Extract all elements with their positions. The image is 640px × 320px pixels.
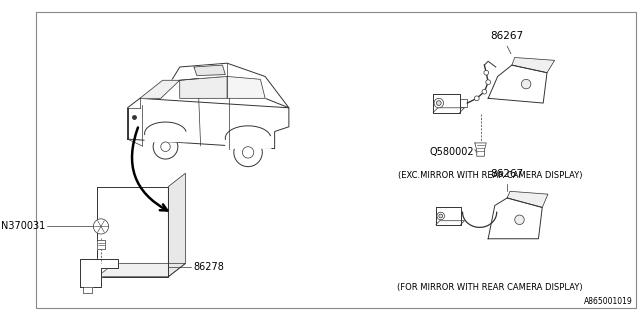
Polygon shape (433, 93, 460, 113)
Text: (EXC.MIRROR WITH REAR CAMERA DISPLAY): (EXC.MIRROR WITH REAR CAMERA DISPLAY) (398, 172, 582, 180)
Circle shape (486, 80, 490, 84)
Circle shape (515, 215, 524, 225)
Polygon shape (180, 76, 227, 98)
Text: 86278: 86278 (193, 262, 224, 272)
Polygon shape (83, 287, 92, 293)
Polygon shape (436, 207, 461, 225)
Text: (FOR MIRROR WITH REAR CAMERA DISPLAY): (FOR MIRROR WITH REAR CAMERA DISPLAY) (397, 284, 583, 292)
Circle shape (153, 134, 178, 159)
Text: 86267: 86267 (491, 169, 524, 179)
Circle shape (436, 101, 441, 105)
Circle shape (161, 142, 170, 151)
Polygon shape (80, 259, 118, 287)
Polygon shape (140, 80, 180, 98)
Circle shape (243, 147, 253, 158)
Text: N370031: N370031 (1, 221, 45, 231)
Polygon shape (140, 63, 289, 108)
Polygon shape (168, 173, 186, 277)
Polygon shape (488, 65, 547, 103)
Circle shape (474, 96, 479, 101)
Circle shape (439, 214, 443, 218)
Text: Q580002: Q580002 (429, 148, 474, 157)
Polygon shape (97, 187, 168, 277)
Polygon shape (488, 198, 542, 239)
Circle shape (437, 212, 445, 220)
Polygon shape (512, 58, 555, 73)
Polygon shape (475, 143, 486, 156)
Polygon shape (127, 98, 289, 148)
Polygon shape (507, 191, 548, 207)
Polygon shape (227, 76, 265, 98)
Circle shape (234, 138, 262, 167)
Polygon shape (194, 65, 225, 76)
Circle shape (434, 98, 444, 108)
Polygon shape (460, 99, 467, 107)
Text: A865001019: A865001019 (584, 297, 632, 306)
Circle shape (522, 79, 531, 89)
Text: 86267: 86267 (491, 31, 524, 41)
Polygon shape (97, 240, 105, 249)
Polygon shape (97, 263, 186, 277)
Circle shape (482, 89, 487, 94)
Circle shape (93, 219, 109, 234)
Circle shape (484, 70, 488, 75)
